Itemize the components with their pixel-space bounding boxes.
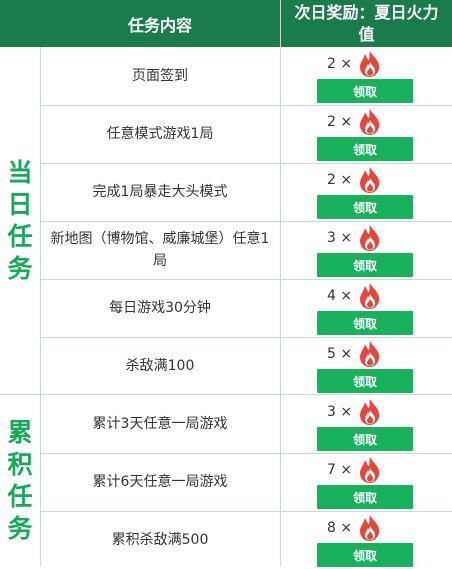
row-divider bbox=[40, 337, 452, 338]
reward-count: 2 × bbox=[327, 114, 353, 130]
category-char: 当 bbox=[7, 158, 33, 187]
fire-icon bbox=[357, 166, 383, 194]
header-task-content: 任务内容 bbox=[127, 15, 192, 35]
reward-count: 3 × bbox=[327, 230, 353, 246]
fire-icon bbox=[357, 398, 383, 426]
fire-icon bbox=[357, 50, 383, 78]
row-divider bbox=[40, 279, 452, 280]
category-char: 务 bbox=[7, 254, 33, 283]
reward-cell: 2 × 领取 bbox=[281, 47, 452, 105]
table-row: 累积杀敌满500 8 × 领取 bbox=[40, 511, 452, 569]
fire-icon bbox=[357, 282, 383, 310]
reward-cell: 4 × 领取 bbox=[281, 279, 452, 337]
claim-button[interactable]: 领取 bbox=[317, 137, 413, 161]
category-daily-tasks: 当 日 任 务 bbox=[0, 47, 40, 395]
reward-count: 4 × bbox=[327, 288, 353, 304]
table-row: 杀敌满100 5 × 领取 bbox=[40, 337, 452, 395]
row-divider bbox=[40, 163, 452, 164]
fire-icon bbox=[357, 514, 383, 542]
category-char: 积 bbox=[7, 449, 33, 479]
category-divider bbox=[0, 394, 452, 395]
task-description: 累计3天任意一局游戏 bbox=[92, 416, 228, 432]
category-cumulative-tasks: 累 积 任 务 bbox=[0, 395, 40, 566]
reward-cell: 3 × 领取 bbox=[281, 221, 452, 279]
table-row: 完成1局暴走大头模式 2 × 领取 bbox=[40, 163, 452, 221]
claim-button[interactable]: 领取 bbox=[317, 253, 413, 277]
reward-count: 8 × bbox=[327, 520, 353, 536]
header-reward-line2: 值 bbox=[358, 24, 375, 44]
row-divider bbox=[40, 105, 452, 106]
task-description: 页面签到 bbox=[132, 68, 188, 84]
task-description: 新地图（博物馆、威廉城堡）任意1局 bbox=[50, 231, 270, 269]
row-divider bbox=[40, 511, 452, 512]
reward-cell: 8 × 领取 bbox=[281, 511, 452, 569]
category-char: 任 bbox=[7, 481, 33, 511]
reward-cell: 2 × 领取 bbox=[281, 105, 452, 163]
table-header: 任务内容 次日奖励：夏日火力 值 bbox=[0, 0, 452, 47]
table-row: 新地图（博物馆、威廉城堡）任意1局 3 × 领取 bbox=[40, 221, 452, 279]
claim-button[interactable]: 领取 bbox=[317, 369, 413, 393]
vline-reward bbox=[280, 47, 281, 566]
category-char: 日 bbox=[7, 190, 33, 219]
header-next-day-reward: 次日奖励：夏日火力 值 bbox=[281, 0, 452, 47]
claim-button[interactable]: 领取 bbox=[317, 195, 413, 219]
category-char: 任 bbox=[7, 222, 33, 251]
task-description: 完成1局暴走大头模式 bbox=[92, 184, 228, 200]
category-char: 累 bbox=[7, 417, 33, 447]
task-description: 杀敌满100 bbox=[125, 358, 195, 374]
fire-icon bbox=[357, 340, 383, 368]
task-description: 累计6天任意一局游戏 bbox=[92, 474, 228, 490]
claim-button[interactable]: 领取 bbox=[317, 485, 413, 509]
claim-button[interactable]: 领取 bbox=[317, 427, 413, 451]
task-description: 每日游戏30分钟 bbox=[109, 300, 211, 316]
row-divider bbox=[40, 453, 452, 454]
header-divider bbox=[280, 0, 281, 47]
reward-count: 2 × bbox=[327, 172, 353, 188]
reward-count: 5 × bbox=[327, 346, 353, 362]
fire-icon bbox=[357, 456, 383, 484]
reward-cell: 5 × 领取 bbox=[281, 337, 452, 395]
category-char: 务 bbox=[7, 513, 33, 543]
row-divider bbox=[40, 221, 452, 222]
task-description: 累积杀敌满500 bbox=[111, 532, 209, 548]
reward-count: 3 × bbox=[327, 404, 353, 420]
header-reward-line1: 次日奖励：夏日火力 bbox=[294, 2, 439, 22]
reward-count: 2 × bbox=[327, 56, 353, 72]
reward-count: 7 × bbox=[327, 462, 353, 478]
table-row: 每日游戏30分钟 4 × 领取 bbox=[40, 279, 452, 337]
vline-category bbox=[40, 47, 41, 566]
task-description: 任意模式游戏1局 bbox=[106, 126, 214, 142]
table-row: 任意模式游戏1局 2 × 领取 bbox=[40, 105, 452, 163]
claim-button[interactable]: 领取 bbox=[317, 543, 413, 567]
fire-icon bbox=[357, 108, 383, 136]
reward-cell: 2 × 领取 bbox=[281, 163, 452, 221]
reward-cell: 3 × 领取 bbox=[281, 395, 452, 453]
fire-icon bbox=[357, 224, 383, 252]
table-row: 累计6天任意一局游戏 7 × 领取 bbox=[40, 453, 452, 511]
table-row: 页面签到 2 × 领取 bbox=[40, 47, 452, 105]
table-row: 累计3天任意一局游戏 3 × 领取 bbox=[40, 395, 452, 453]
claim-button[interactable]: 领取 bbox=[317, 311, 413, 335]
reward-cell: 7 × 领取 bbox=[281, 453, 452, 511]
claim-button[interactable]: 领取 bbox=[317, 79, 413, 103]
